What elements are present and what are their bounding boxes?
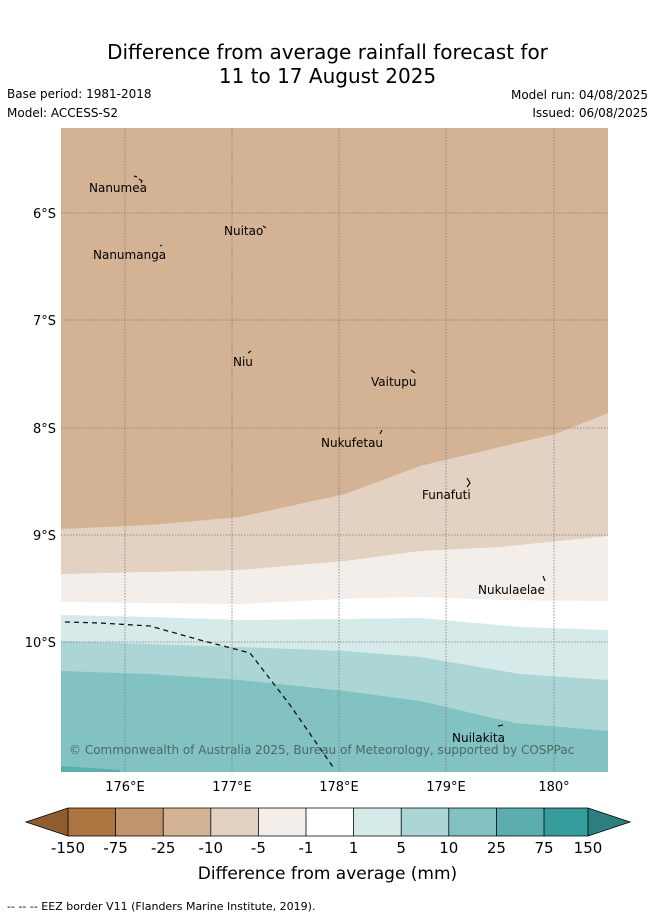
model-run: Model run: 04/08/2025 [510, 88, 648, 102]
y-tick-label: 9°S [33, 529, 56, 544]
island-label: Nukufetau [321, 436, 383, 450]
colorbar-segment [306, 808, 354, 836]
colorbar-label: 10 [439, 839, 458, 857]
issued-date: Issued: 06/08/2025 [532, 106, 648, 120]
colorbar-segment [401, 808, 450, 836]
chart-title: Difference from average rainfall forecas… [0, 40, 655, 88]
graticule [61, 128, 608, 772]
x-tick-label: 179°E [426, 780, 466, 795]
island-outlines [133, 175, 546, 727]
colorbar-segment [258, 808, 307, 836]
colorbar-segment [353, 808, 402, 836]
island-label: Niu [233, 355, 253, 369]
colorbar-segment [68, 808, 116, 836]
colorbar-labels: -150 -75 -25 -10 -5 -1 1 5 10 25 75 150 [51, 839, 602, 857]
title-line-2: 11 to 17 August 2025 [218, 64, 437, 88]
rainfall-bands [61, 128, 608, 772]
colorbar-label: 25 [487, 839, 506, 857]
colorbar-label: -75 [103, 839, 128, 857]
x-tick-label: 176°E [105, 780, 145, 795]
colorbar-label: -5 [251, 839, 266, 857]
colorbar-label: -10 [199, 839, 224, 857]
colorbar-segment [448, 808, 497, 836]
x-tick-label: 177°E [212, 780, 252, 795]
island-label: Funafuti [422, 488, 471, 502]
island-label: Nuitao [224, 224, 263, 238]
eez-legend: -- -- -- EEZ border V11 (Flanders Marine… [7, 900, 316, 913]
band-10-to-25 [61, 671, 608, 772]
y-tick-label: 7°S [33, 314, 56, 329]
island-label: Nuilakita [452, 731, 505, 745]
island-label: Nanumea [89, 181, 147, 195]
x-tick-label: 178°E [319, 780, 359, 795]
colorbar-label: -1 [299, 839, 314, 857]
colorbar-segment [163, 808, 212, 836]
y-tick-label: 6°S [33, 207, 56, 222]
y-axis-ticks: 6°S 7°S 8°S 9°S 10°S [25, 207, 56, 651]
colorbar-label: -150 [51, 839, 85, 857]
y-tick-label: 10°S [25, 636, 56, 651]
band-25-to-75 [61, 766, 120, 772]
y-tick-label: 8°S [33, 422, 56, 437]
colorbar: -150 -75 -25 -10 -5 -1 1 5 10 25 75 150 [24, 807, 632, 857]
colorbar-extend-low [26, 808, 68, 836]
colorbar-segment [115, 808, 164, 836]
x-axis-ticks: 176°E 177°E 178°E 179°E 180° [105, 780, 569, 795]
colorbar-label: -25 [151, 839, 176, 857]
island-labels: Nanumea Nuitao Nanumanga Niu Vaitupu Nuk… [89, 181, 545, 745]
colorbar-title: Difference from average (mm) [197, 864, 458, 884]
colorbar-segment [210, 808, 259, 836]
colorbar-segment [544, 808, 588, 836]
colorbar-segment [496, 808, 545, 836]
x-tick-label: 180° [538, 780, 569, 795]
colorbar-label: 5 [396, 839, 406, 857]
model-name: Model: ACCESS-S2 [7, 106, 119, 120]
copyright-notice: © Commonwealth of Australia 2025, Bureau… [69, 743, 574, 757]
colorbar-label: 75 [534, 839, 553, 857]
base-period: Base period: 1981-2018 [7, 87, 152, 101]
title-line-1: Difference from average rainfall forecas… [107, 40, 548, 64]
island-label: Vaitupu [371, 375, 417, 389]
colorbar-extend-high [588, 808, 630, 836]
colorbar-label: 150 [574, 839, 603, 857]
eez-border-line [64, 621, 334, 768]
colorbar-label: 1 [349, 839, 359, 857]
island-label: Nukulaelae [478, 583, 545, 597]
island-label: Nanumanga [93, 248, 166, 262]
